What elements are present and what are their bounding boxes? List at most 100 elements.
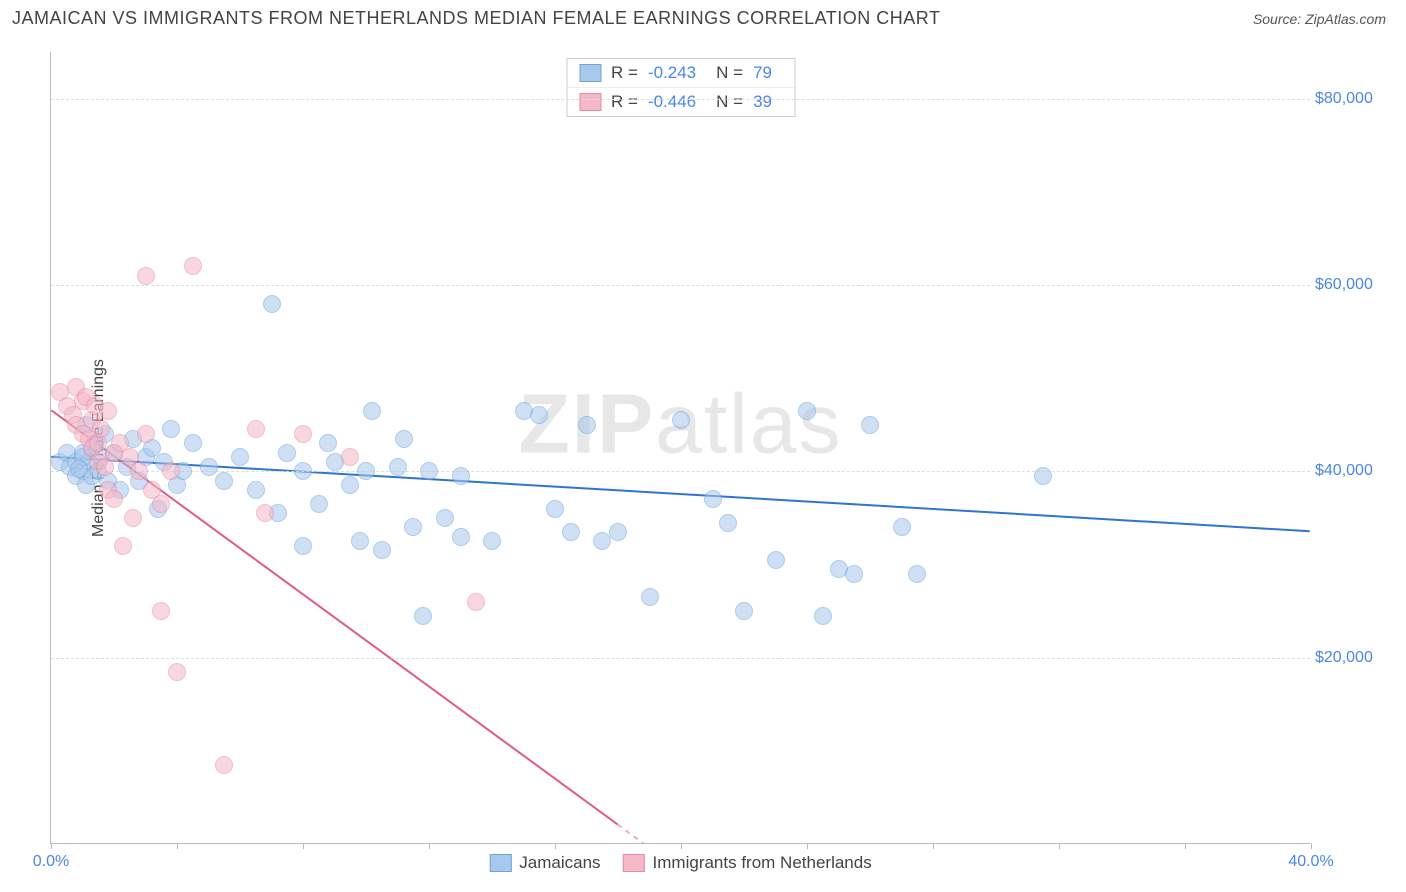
x-tick (1185, 843, 1186, 849)
legend-label: Immigrants from Netherlands (653, 853, 872, 873)
scatter-point (215, 472, 233, 490)
scatter-point (162, 420, 180, 438)
legend-stat-row: R = -0.243 N = 79 (567, 59, 794, 87)
scatter-point (357, 462, 375, 480)
x-tick (933, 843, 934, 849)
scatter-point (845, 565, 863, 583)
scatter-point (137, 425, 155, 443)
chart-header: JAMAICAN VS IMMIGRANTS FROM NETHERLANDS … (0, 0, 1406, 29)
scatter-point (562, 523, 580, 541)
source-label: Source: (1253, 11, 1301, 27)
grid-line (51, 471, 1310, 472)
y-tick-label: $40,000 (1315, 462, 1385, 480)
scatter-point (704, 490, 722, 508)
scatter-point (168, 663, 186, 681)
legend-swatch (579, 64, 601, 82)
grid-line (51, 658, 1310, 659)
x-tick-label: 0.0% (33, 853, 69, 871)
source-attribution: Source: ZipAtlas.com (1253, 11, 1386, 27)
legend-swatch (489, 854, 511, 872)
scatter-point (215, 756, 233, 774)
y-tick-label: $80,000 (1315, 90, 1385, 108)
scatter-point (294, 425, 312, 443)
x-tick (1059, 843, 1060, 849)
x-tick (429, 843, 430, 849)
scatter-point (137, 267, 155, 285)
x-tick (555, 843, 556, 849)
legend-swatch (623, 854, 645, 872)
trend-line (51, 457, 1309, 531)
scatter-point (404, 518, 422, 536)
scatter-point (414, 607, 432, 625)
scatter-point (184, 257, 202, 275)
scatter-point (395, 430, 413, 448)
scatter-point (641, 588, 659, 606)
scatter-point (162, 462, 180, 480)
x-tick (303, 843, 304, 849)
scatter-point (893, 518, 911, 536)
x-tick (681, 843, 682, 849)
scatter-point (436, 509, 454, 527)
scatter-point (184, 434, 202, 452)
scatter-point (767, 551, 785, 569)
scatter-point (341, 448, 359, 466)
scatter-point (483, 532, 501, 550)
grid-line (51, 285, 1310, 286)
n-value: 79 (753, 63, 772, 83)
chart-title: JAMAICAN VS IMMIGRANTS FROM NETHERLANDS … (12, 8, 940, 29)
scatter-point (373, 541, 391, 559)
scatter-point (70, 460, 88, 478)
scatter-point (278, 444, 296, 462)
r-value: -0.243 (648, 63, 696, 83)
scatter-point (578, 416, 596, 434)
scatter-point (341, 476, 359, 494)
trend-line-extrapolated (618, 824, 744, 843)
n-value: 39 (753, 92, 772, 112)
scatter-point (452, 467, 470, 485)
scatter-point (798, 402, 816, 420)
plot-area: ZIPatlas R = -0.243 N = 79 R = -0.446 N … (50, 52, 1310, 844)
scatter-point (452, 528, 470, 546)
scatter-point (105, 490, 123, 508)
scatter-point (294, 462, 312, 480)
scatter-point (530, 406, 548, 424)
scatter-point (247, 481, 265, 499)
x-tick (51, 843, 52, 849)
y-tick-label: $60,000 (1315, 276, 1385, 294)
r-label: R = (611, 63, 638, 83)
scatter-point (310, 495, 328, 513)
scatter-point (908, 565, 926, 583)
scatter-point (263, 295, 281, 313)
n-label: N = (716, 92, 743, 112)
x-tick (1311, 843, 1312, 849)
scatter-point (256, 504, 274, 522)
scatter-point (247, 420, 265, 438)
legend-item: Jamaicans (489, 853, 600, 873)
r-value: -0.446 (648, 92, 696, 112)
scatter-point (92, 420, 110, 438)
legend-stats: R = -0.243 N = 79 R = -0.446 N = 39 (566, 58, 795, 117)
scatter-point (130, 462, 148, 480)
legend-item: Immigrants from Netherlands (623, 853, 872, 873)
scatter-point (672, 411, 690, 429)
scatter-point (861, 416, 879, 434)
scatter-point (294, 537, 312, 555)
scatter-point (99, 402, 117, 420)
scatter-point (735, 602, 753, 620)
scatter-point (546, 500, 564, 518)
scatter-point (467, 593, 485, 611)
scatter-point (124, 509, 142, 527)
scatter-point (1034, 467, 1052, 485)
scatter-point (200, 458, 218, 476)
scatter-point (231, 448, 249, 466)
scatter-point (609, 523, 627, 541)
x-tick (177, 843, 178, 849)
grid-line (51, 99, 1310, 100)
legend-swatch (579, 93, 601, 111)
scatter-point (420, 462, 438, 480)
scatter-point (319, 434, 337, 452)
scatter-point (351, 532, 369, 550)
legend-stat-row: R = -0.446 N = 39 (567, 87, 794, 116)
legend-label: Jamaicans (519, 853, 600, 873)
y-tick-label: $20,000 (1315, 649, 1385, 667)
